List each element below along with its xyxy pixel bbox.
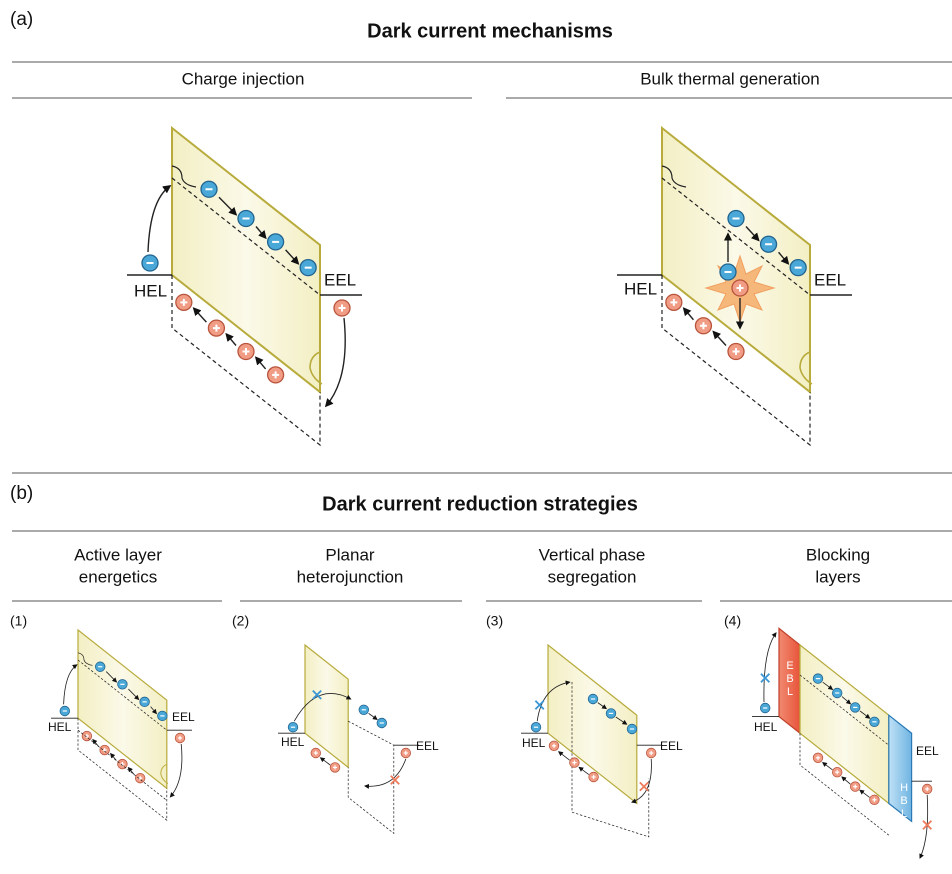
arrow [256, 358, 266, 369]
arrow [64, 665, 77, 705]
diagram [752, 628, 932, 858]
arrow [170, 744, 182, 797]
hel-label: HEL [754, 720, 778, 734]
ebl-label: EBL [784, 660, 796, 699]
arrow [823, 763, 833, 770]
hel-label: HEL [48, 720, 72, 734]
arrow [369, 713, 377, 719]
hel-label: HEL [624, 279, 657, 298]
subpanel-title: Bulk thermal generation [640, 69, 820, 88]
hbl-label: HBL [898, 782, 910, 821]
active-layer [305, 645, 348, 767]
subpanel-title: heterojunction [297, 567, 404, 586]
figure: (a) Dark current mechanisms Charge injec… [0, 0, 952, 874]
subpanel-number: (3) [486, 613, 503, 629]
arrow [194, 308, 207, 322]
subpanel-title: Charge injection [182, 69, 305, 88]
eel-label: EEL [324, 270, 356, 289]
hel-label: HEL [281, 735, 305, 749]
subpanel-number: (2) [232, 613, 249, 629]
arrow [559, 752, 570, 760]
eel-label: EEL [660, 739, 683, 753]
arrow [326, 318, 345, 406]
eel-label: EEL [814, 270, 846, 289]
panel-title: Dark current mechanisms [367, 20, 613, 42]
arrow [93, 740, 99, 747]
arrow [128, 768, 134, 775]
subpanel-title: layers [815, 567, 860, 586]
subpanel-number: (4) [724, 613, 741, 629]
eel-label: EEL [172, 710, 195, 724]
hel-label: HEL [134, 281, 167, 300]
arrow [321, 758, 331, 765]
arrow [148, 186, 170, 252]
dashed-line [348, 721, 394, 833]
subpanel-title: Vertical phase [539, 545, 646, 564]
subpanel-title: Planar [325, 545, 374, 564]
panel-label: (a) [10, 9, 33, 30]
blocked-mark [535, 701, 543, 709]
panel-title: Dark current reduction strategies [322, 493, 638, 515]
arrow [764, 633, 776, 702]
hel-label: HEL [522, 736, 546, 750]
subpanel-title: Blocking [806, 545, 870, 564]
subpanel-title: segregation [548, 567, 637, 586]
arrow [579, 767, 589, 774]
arrow [365, 759, 406, 786]
blocked-mark [640, 782, 648, 790]
eel-label: EEL [416, 739, 439, 753]
blocked-mark [761, 674, 769, 682]
subpanel-title: Active layer [74, 545, 162, 564]
arrow [713, 332, 726, 346]
diagram [51, 630, 192, 820]
arrow [684, 308, 694, 319]
arrow [860, 790, 870, 797]
subpanel-number: (1) [10, 613, 27, 629]
panel-label: (b) [10, 483, 33, 504]
subpanel-title: energetics [79, 567, 157, 586]
arrow [842, 777, 850, 784]
eel-label: EEL [916, 744, 939, 758]
arrow [226, 334, 236, 345]
